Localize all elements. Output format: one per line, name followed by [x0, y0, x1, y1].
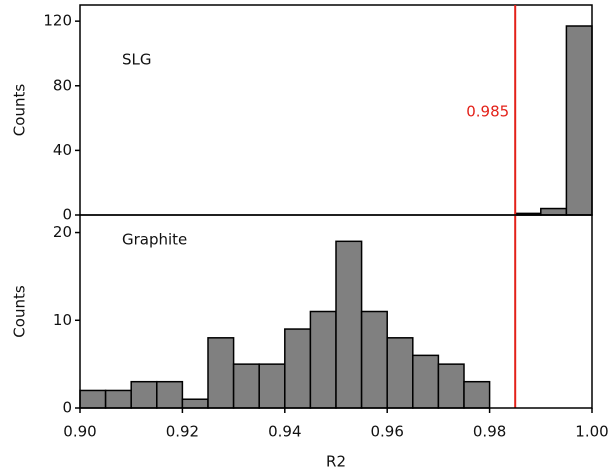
- y-tick-label: 80: [53, 76, 72, 94]
- histogram-bar: [565, 25, 593, 216]
- x-tick-label: 0.90: [63, 423, 96, 441]
- y-tick-label: 20: [53, 223, 72, 241]
- histogram-bar: [386, 337, 414, 409]
- x-tick-label: 0.96: [370, 423, 403, 441]
- y-axis-label: Counts: [11, 84, 29, 137]
- histogram-bar: [437, 363, 465, 409]
- histogram-bar: [232, 363, 260, 409]
- y-tick-label: 10: [53, 311, 72, 329]
- histogram-bar: [412, 354, 440, 409]
- histogram-bar: [207, 337, 235, 409]
- x-tick-label: 0.92: [166, 423, 199, 441]
- plot-frame: [79, 214, 593, 409]
- histogram-bar: [181, 398, 209, 409]
- x-axis-label: R2: [326, 453, 346, 471]
- histogram-bar: [335, 240, 363, 409]
- histogram-bar: [156, 380, 184, 409]
- histogram-bar: [258, 363, 286, 409]
- histogram-bar: [130, 380, 158, 409]
- y-tick-label: 120: [43, 12, 72, 30]
- panel-label: SLG: [122, 51, 152, 69]
- y-axis-label: Counts: [11, 285, 29, 338]
- x-tick-label: 1.00: [575, 423, 608, 441]
- histogram-bar: [104, 389, 132, 409]
- histogram-bar: [309, 310, 337, 409]
- y-tick-label: 0: [62, 206, 72, 224]
- histogram-bar: [79, 389, 107, 409]
- threshold-label: 0.985: [466, 103, 509, 121]
- histogram-bar: [360, 310, 388, 409]
- panel-label: Graphite: [122, 231, 187, 249]
- x-tick-label: 0.98: [473, 423, 506, 441]
- histogram-bar: [463, 380, 491, 409]
- histogram-bar: [540, 207, 568, 216]
- y-tick-label: 40: [53, 141, 72, 159]
- x-tick-label: 0.94: [268, 423, 301, 441]
- y-tick-label: 0: [62, 399, 72, 417]
- histogram-bar: [284, 328, 312, 409]
